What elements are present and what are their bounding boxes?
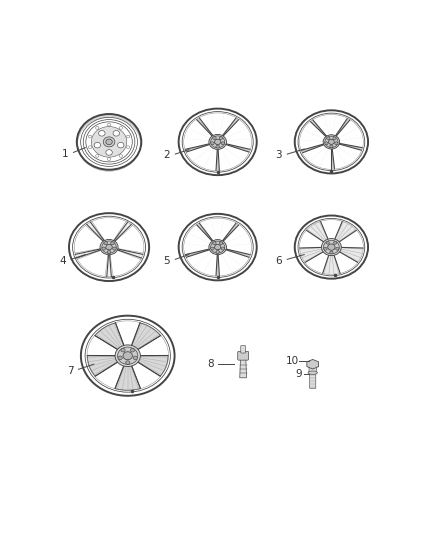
Text: 9: 9 — [295, 369, 302, 379]
Ellipse shape — [127, 135, 130, 138]
Polygon shape — [338, 247, 363, 262]
Polygon shape — [131, 323, 160, 351]
Text: 5: 5 — [163, 256, 170, 265]
Ellipse shape — [325, 136, 338, 148]
Ellipse shape — [119, 126, 123, 130]
Ellipse shape — [94, 142, 101, 148]
Polygon shape — [240, 359, 247, 378]
Ellipse shape — [321, 239, 341, 256]
Ellipse shape — [113, 247, 117, 250]
Ellipse shape — [328, 139, 334, 144]
Ellipse shape — [107, 158, 111, 160]
Ellipse shape — [118, 356, 122, 360]
Text: 8: 8 — [208, 359, 214, 368]
Ellipse shape — [100, 239, 118, 255]
Ellipse shape — [115, 345, 141, 367]
Ellipse shape — [117, 142, 124, 148]
Polygon shape — [95, 323, 125, 351]
Ellipse shape — [335, 142, 338, 144]
Ellipse shape — [216, 145, 219, 148]
Ellipse shape — [211, 241, 225, 253]
Ellipse shape — [209, 134, 226, 149]
Ellipse shape — [106, 139, 112, 144]
Ellipse shape — [107, 123, 111, 126]
Ellipse shape — [219, 136, 223, 140]
Polygon shape — [334, 222, 356, 243]
FancyBboxPatch shape — [238, 351, 249, 360]
Ellipse shape — [121, 349, 125, 352]
FancyBboxPatch shape — [309, 364, 317, 373]
Ellipse shape — [131, 349, 134, 352]
Polygon shape — [135, 356, 168, 376]
Ellipse shape — [111, 241, 114, 245]
Ellipse shape — [330, 251, 333, 254]
Polygon shape — [307, 222, 328, 243]
Polygon shape — [300, 247, 325, 262]
Ellipse shape — [215, 139, 221, 144]
Polygon shape — [88, 356, 120, 376]
Ellipse shape — [127, 146, 130, 149]
Ellipse shape — [323, 135, 339, 149]
Polygon shape — [307, 359, 318, 369]
Ellipse shape — [333, 241, 337, 244]
Text: 7: 7 — [67, 366, 73, 376]
Ellipse shape — [308, 371, 318, 374]
Text: 1: 1 — [62, 149, 68, 159]
Ellipse shape — [211, 142, 214, 145]
Ellipse shape — [106, 245, 112, 250]
Ellipse shape — [328, 244, 335, 251]
Ellipse shape — [333, 137, 336, 140]
Text: 2: 2 — [163, 150, 170, 160]
Ellipse shape — [324, 240, 339, 254]
Ellipse shape — [103, 137, 115, 147]
Ellipse shape — [133, 356, 138, 360]
Ellipse shape — [113, 131, 120, 136]
Ellipse shape — [327, 137, 330, 140]
Text: 3: 3 — [276, 150, 282, 160]
Ellipse shape — [119, 155, 123, 157]
Ellipse shape — [325, 142, 328, 144]
Ellipse shape — [324, 247, 327, 250]
Text: 6: 6 — [276, 256, 282, 265]
Ellipse shape — [104, 241, 107, 245]
Ellipse shape — [213, 136, 216, 140]
Ellipse shape — [215, 245, 221, 250]
Ellipse shape — [216, 251, 219, 253]
Ellipse shape — [221, 142, 225, 145]
Ellipse shape — [209, 240, 226, 255]
Ellipse shape — [107, 251, 111, 254]
Polygon shape — [115, 364, 141, 390]
Ellipse shape — [219, 242, 223, 245]
Ellipse shape — [99, 131, 105, 136]
Ellipse shape — [102, 247, 106, 250]
Ellipse shape — [102, 241, 116, 253]
Ellipse shape — [106, 150, 112, 155]
Ellipse shape — [88, 146, 92, 149]
FancyBboxPatch shape — [310, 373, 316, 389]
Ellipse shape — [326, 241, 329, 244]
Ellipse shape — [336, 247, 339, 250]
Ellipse shape — [95, 155, 99, 157]
Ellipse shape — [211, 247, 214, 250]
Ellipse shape — [330, 145, 333, 148]
Ellipse shape — [95, 126, 99, 130]
FancyBboxPatch shape — [241, 345, 246, 353]
Ellipse shape — [221, 247, 225, 250]
Ellipse shape — [88, 135, 92, 138]
Ellipse shape — [213, 242, 216, 245]
Ellipse shape — [92, 126, 127, 157]
Text: 10: 10 — [286, 357, 299, 367]
Polygon shape — [323, 254, 340, 274]
Ellipse shape — [211, 136, 225, 148]
Ellipse shape — [118, 347, 138, 365]
Ellipse shape — [123, 352, 132, 360]
Text: 4: 4 — [60, 256, 67, 265]
Ellipse shape — [126, 361, 130, 365]
